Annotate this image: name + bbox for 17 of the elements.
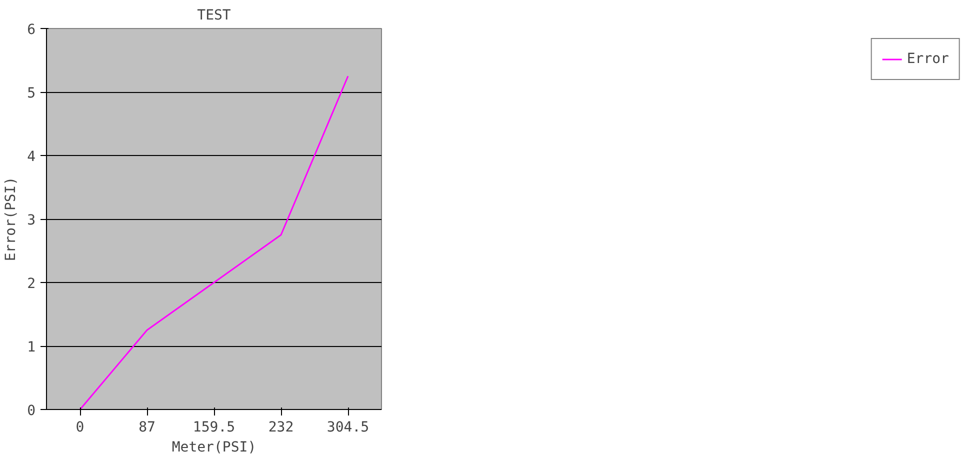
y-axis-title: Error(PSI) — [3, 176, 20, 262]
y-tick-label: 2 — [27, 276, 36, 292]
x-tick-label: 232 — [268, 420, 294, 436]
y-tick-label: 6 — [27, 22, 36, 38]
chart-title: TEST — [197, 8, 232, 24]
y-tick-label: 5 — [27, 86, 36, 102]
y-tick-label: 1 — [27, 340, 36, 356]
legend-label: Error — [906, 51, 949, 67]
x-tick-label: 87 — [138, 420, 156, 436]
x-tick-label: 304.5 — [326, 420, 370, 436]
x-tick-label: 159.5 — [192, 420, 236, 436]
x-tick-label: 0 — [76, 420, 84, 436]
x-axis-title: Meter(PSI) — [172, 440, 256, 456]
line-series — [79, 75, 349, 410]
y-tick-label: 3 — [27, 212, 36, 228]
y-tick-label: 4 — [27, 149, 36, 165]
y-tick-label: 0 — [27, 403, 36, 419]
